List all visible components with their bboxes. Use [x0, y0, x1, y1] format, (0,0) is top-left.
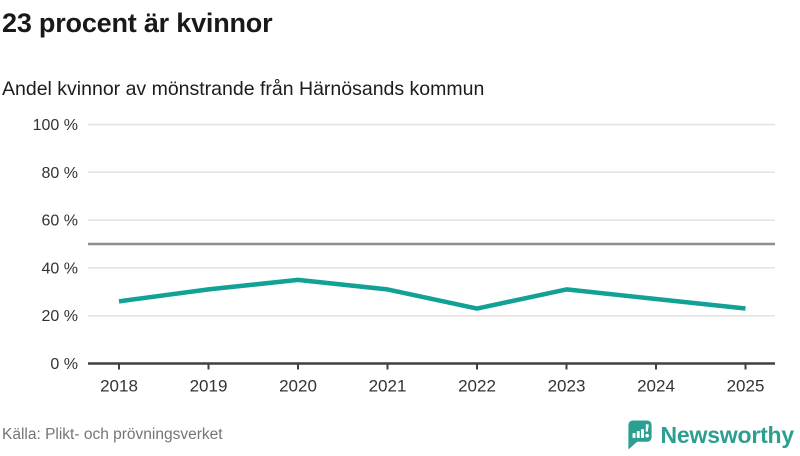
chart-card: 23 procent är kvinnor Andel kvinnor av m…: [0, 6, 800, 450]
logo-exclamation-glyph: [644, 424, 649, 438]
y-axis-tick-label: 60 %: [42, 213, 78, 230]
newsworthy-logo-text: Newsworthy: [660, 421, 795, 448]
x-axis-tick-label: 2020: [279, 377, 317, 396]
chart-subtitle: Andel kvinnor av mönstrande från Härnösa…: [2, 78, 485, 100]
x-axis-tick-label: 2019: [190, 377, 228, 396]
y-axis-tick-label: 0 %: [50, 356, 78, 373]
newsworthy-logo: Newsworthy: [626, 419, 794, 451]
chart-title: 23 procent är kvinnor: [2, 8, 273, 38]
line-chart-svg: 2018 2019 2020 2021 2022 2023 2024 2025 0 % 20 % 4…: [33, 117, 775, 396]
y-axis-tick-label: 40 %: [42, 260, 78, 277]
x-axis-tick-label: 2018: [100, 377, 138, 396]
y-axis-tick-label: 80 %: [42, 165, 78, 182]
x-axis-tick-label: 2022: [458, 377, 496, 396]
x-axis-tick-label: 2024: [637, 377, 675, 396]
x-axis-tick-label: 2025: [727, 377, 765, 396]
logo-bar-chart-glyph: [632, 429, 644, 438]
x-axis-tick-label: 2021: [369, 377, 407, 396]
y-axis-tick-label: 20 %: [42, 308, 78, 325]
chart-footer: Källa: Plikt- och prövningsverket Newswo…: [0, 417, 800, 453]
x-axis-tick-label: 2023: [548, 377, 586, 396]
source-note: Källa: Plikt- och prövningsverket: [2, 426, 223, 443]
y-axis-tick-label: 100 %: [33, 117, 78, 134]
newsworthy-logo-icon: [627, 420, 652, 450]
